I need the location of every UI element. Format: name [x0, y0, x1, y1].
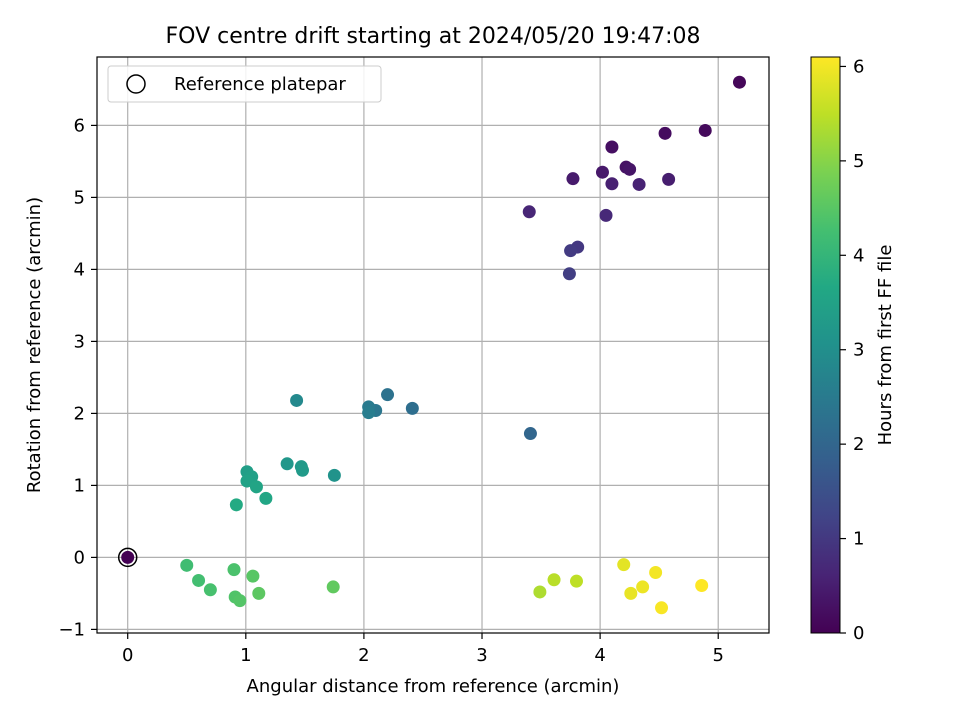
data-point [695, 578, 709, 592]
data-point [632, 177, 646, 191]
colorbar-tick-label: 5 [853, 151, 864, 172]
gridlines [97, 57, 769, 633]
colorbar-tick-label: 3 [853, 340, 864, 361]
data-point [623, 162, 637, 176]
data-point [569, 574, 583, 588]
data-point [180, 558, 194, 572]
x-tick-label: 2 [358, 645, 369, 666]
data-point [280, 457, 294, 471]
data-point [605, 140, 619, 154]
chart-title: FOV centre drift starting at 2024/05/20 … [166, 24, 701, 49]
plot-frame [96, 56, 770, 634]
y-tick-label: 0 [74, 547, 85, 568]
data-point [566, 172, 580, 186]
data-point [533, 585, 547, 599]
colorbar-tick-label: 2 [853, 434, 864, 455]
colorbar-tick-label: 4 [853, 245, 864, 266]
y-tick-label: −1 [58, 619, 85, 640]
x-tick-label: 1 [240, 645, 251, 666]
x-tick-label: 5 [712, 645, 723, 666]
data-point [595, 165, 609, 179]
data-point [121, 550, 135, 564]
colorbar-tick-label: 0 [853, 623, 864, 644]
data-point [362, 406, 376, 420]
data-point [562, 267, 576, 281]
data-point [599, 208, 613, 222]
y-tick-label: 2 [74, 403, 85, 424]
data-point [290, 393, 304, 407]
colorbar-tick-label: 6 [853, 56, 864, 77]
data-point [227, 563, 241, 577]
x-axis-label: Angular distance from reference (arcmin) [247, 676, 620, 697]
data-point [662, 172, 676, 186]
x-tick-label: 3 [476, 645, 487, 666]
data-point [327, 468, 341, 482]
data-point [246, 569, 260, 583]
data-point [381, 388, 395, 402]
colorbar-gradient [811, 57, 840, 633]
legend-box [107, 65, 382, 103]
data-point [192, 573, 206, 587]
reference-marker [117, 547, 138, 568]
data-point [523, 427, 537, 441]
colorbar-ticks: 0 1 2 3 4 5 6 [840, 56, 864, 644]
data-point [233, 594, 247, 608]
data-point [624, 586, 638, 600]
data-point [617, 558, 631, 572]
data-point [636, 580, 650, 594]
y-tick-label: 4 [74, 259, 85, 280]
data-point [649, 566, 663, 580]
colorbar-frame [810, 56, 841, 634]
x-tick-label: 0 [122, 645, 133, 666]
colorbar-tick-label: 1 [853, 529, 864, 550]
data-point [326, 580, 340, 594]
y-tick-label: 6 [74, 115, 85, 136]
data-point [249, 480, 263, 494]
y-axis-ticks: −1 0 1 2 3 4 5 6 [58, 115, 97, 640]
data-point [564, 244, 578, 258]
legend-label: Reference platepar [174, 74, 346, 95]
y-tick-label: 1 [74, 475, 85, 496]
data-point [259, 491, 273, 505]
data-point [295, 463, 309, 477]
data-point [547, 573, 561, 587]
colorbar: 0 1 2 3 4 5 6 Hours from first FF file [810, 56, 896, 644]
data-point [252, 586, 266, 600]
data-point [732, 75, 746, 89]
y-tick-label: 5 [74, 187, 85, 208]
data-point [240, 474, 254, 488]
y-tick-label: 3 [74, 331, 85, 352]
x-tick-label: 4 [594, 645, 605, 666]
legend: Reference platepar [107, 65, 382, 103]
data-point [203, 583, 217, 597]
data-point [405, 401, 419, 415]
data-point [658, 126, 672, 140]
data-point [229, 498, 243, 512]
legend-marker [126, 74, 146, 94]
data-points [121, 75, 746, 615]
y-axis-label: Rotation from reference (arcmin) [24, 197, 45, 493]
data-point [655, 601, 669, 615]
data-point [605, 177, 619, 191]
colorbar-label: Hours from first FF file [875, 245, 896, 446]
data-point [698, 123, 712, 137]
x-axis-ticks: 0 1 2 3 4 5 [122, 633, 724, 666]
data-point [522, 205, 536, 219]
